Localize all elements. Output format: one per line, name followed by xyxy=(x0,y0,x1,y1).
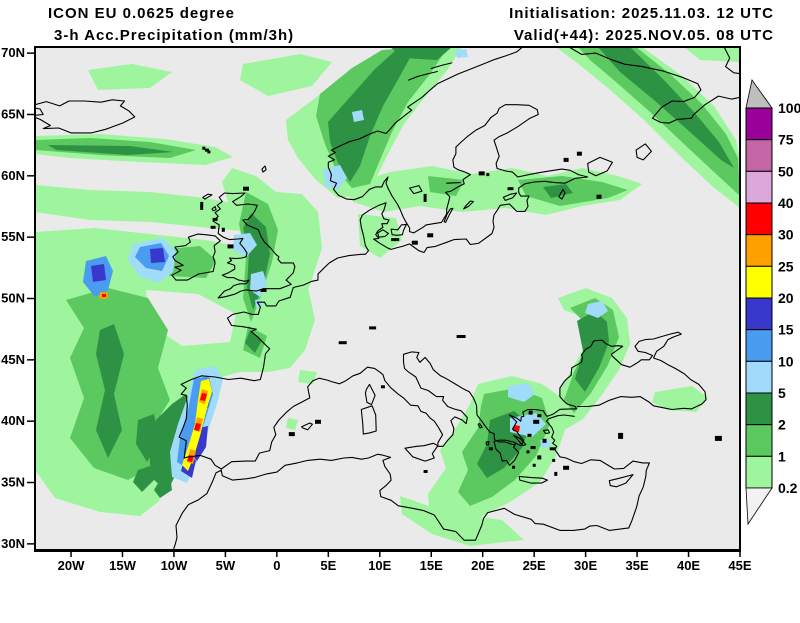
lat-label-65N: 65N xyxy=(1,106,25,121)
lat-label-35N: 35N xyxy=(1,475,25,490)
lon-label-15W: 15W xyxy=(109,558,136,573)
lon-label-35E: 35E xyxy=(626,558,649,573)
lat-label-30N: 30N xyxy=(1,536,25,551)
precip-layer-hole xyxy=(146,290,236,346)
colorbar-value-5: 5 xyxy=(778,385,786,401)
lat-label-55N: 55N xyxy=(1,229,25,244)
lon-label-20E: 20E xyxy=(471,558,494,573)
lat-label-60N: 60N xyxy=(1,168,25,183)
colorbar-value-15: 15 xyxy=(778,322,794,338)
colorbar-value-25: 25 xyxy=(778,258,794,274)
colorbar-segment-7 xyxy=(745,329,773,362)
lon-label-15E: 15E xyxy=(420,558,443,573)
colorbar-value-0.2: 0.2 xyxy=(778,480,798,496)
colorbar: 100 75 50 40 30 25 20 15 10 5 2 1 0.2 xyxy=(745,79,800,526)
parameter-title: 3-h Acc.Precipitation (mm/3h) xyxy=(54,27,295,44)
colorbar-value-75: 75 xyxy=(778,132,794,148)
colorbar-segment-1 xyxy=(745,139,773,172)
colorbar-segment-3 xyxy=(745,202,773,236)
colorbar-value-40: 40 xyxy=(778,195,794,211)
colorbar-value-30: 30 xyxy=(778,227,794,243)
colorbar-under-range-arrow xyxy=(745,487,773,526)
colorbar-segment-10 xyxy=(745,424,773,457)
lat-label-40N: 40N xyxy=(1,413,25,428)
colorbar-segment-6 xyxy=(745,297,773,331)
lon-label-10W: 10W xyxy=(161,558,188,573)
coastlines xyxy=(35,47,740,550)
latitude-axis: 70N 65N 60N 55N 50N 45N 40N 35N 30N xyxy=(1,45,35,551)
longitude-axis: 20W 15W 10W 5W 0 5E 10E 15E 20E 25E 30E 35E 40E 45E xyxy=(58,550,752,573)
initialisation-time: Initialisation: 2025.11.03. 12 UTC xyxy=(509,5,774,22)
colorbar-segment-11 xyxy=(745,455,773,489)
lon-label-45E: 45E xyxy=(728,558,751,573)
colorbar-segment-4 xyxy=(745,234,773,267)
model-title: ICON EU 0.0625 degree xyxy=(48,5,235,22)
colorbar-segment-8 xyxy=(745,360,773,394)
lon-label-20W: 20W xyxy=(58,558,85,573)
lat-label-45N: 45N xyxy=(1,352,25,367)
lat-label-50N: 50N xyxy=(1,291,25,306)
colorbar-value-100: 100 xyxy=(778,100,800,116)
lon-label-5W: 5W xyxy=(216,558,236,573)
colorbar-value-10: 10 xyxy=(778,353,794,369)
colorbar-value-50: 50 xyxy=(778,163,794,179)
precipitation-field xyxy=(35,47,740,546)
precip-layer-r xyxy=(102,294,520,462)
colorbar-segment-0 xyxy=(745,107,773,141)
colorbar-value-1: 1 xyxy=(778,448,786,464)
valid-time: Valid(+44): 2025.NOV.05. 08 UTC xyxy=(513,27,774,44)
lon-label-10E: 10E xyxy=(368,558,391,573)
colorbar-value-20: 20 xyxy=(778,290,794,306)
colorbar-segment-2 xyxy=(745,170,773,204)
lon-label-30E: 30E xyxy=(574,558,597,573)
lon-label-40E: 40E xyxy=(677,558,700,573)
small-islands-and-lakes xyxy=(200,146,722,476)
lat-label-70N: 70N xyxy=(1,45,25,60)
colorbar-over-range-arrow xyxy=(745,79,773,109)
colorbar-segment-5 xyxy=(745,265,773,299)
lon-label-0: 0 xyxy=(273,558,280,573)
lon-label-5E: 5E xyxy=(320,558,336,573)
lon-label-25E: 25E xyxy=(523,558,546,573)
colorbar-segment-9 xyxy=(745,392,773,426)
precip-layer-dg xyxy=(48,47,734,498)
colorbar-value-2: 2 xyxy=(778,417,786,433)
